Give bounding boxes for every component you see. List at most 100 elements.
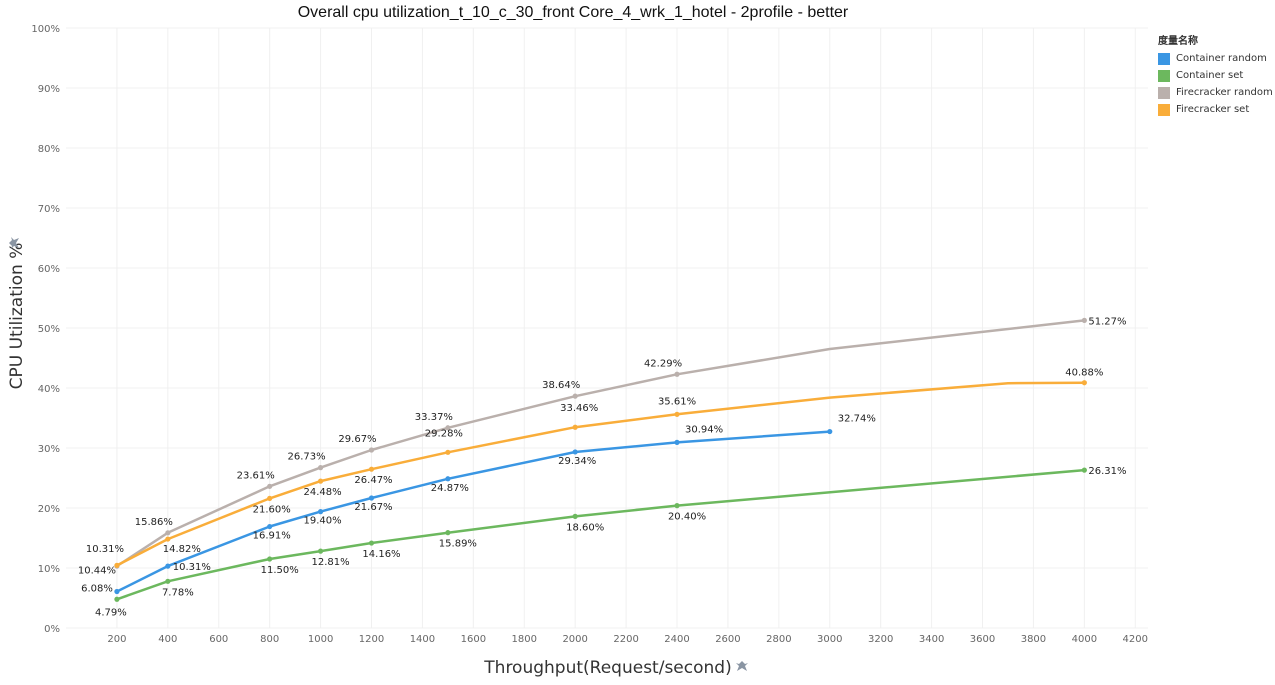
data-label: 21.60% xyxy=(253,504,291,515)
data-point xyxy=(114,596,120,602)
data-point xyxy=(572,449,578,455)
x-tick-label: 1600 xyxy=(461,634,486,645)
y-tick-label: 100% xyxy=(31,24,60,35)
data-label: 24.48% xyxy=(304,487,342,498)
legend-title: 度量名称 xyxy=(1158,36,1198,47)
data-label: 29.34% xyxy=(558,456,596,467)
data-label: 10.31% xyxy=(173,562,211,573)
data-label: 6.08% xyxy=(81,584,113,595)
data-label: 29.67% xyxy=(338,434,376,445)
x-tick-label: 2600 xyxy=(715,634,740,645)
x-tick-label: 2400 xyxy=(664,634,689,645)
data-label: 32.74% xyxy=(838,414,876,425)
data-point xyxy=(317,478,324,484)
x-tick-label: 1400 xyxy=(410,634,435,645)
data-point xyxy=(317,548,324,554)
y-tick-label: 30% xyxy=(38,444,60,455)
axis-ticks: 0% 10% 20% 30% 40% 50% 60% 70% 80% 90% 100% 200 400 6… xyxy=(31,24,1148,645)
data-label: 7.78% xyxy=(162,587,194,598)
legend-label: Container set xyxy=(1176,70,1244,81)
data-label: 4.79% xyxy=(95,607,127,618)
data-label: 10.44% xyxy=(78,565,116,576)
legend-swatch xyxy=(1158,52,1170,65)
data-label: 20.40% xyxy=(668,512,706,523)
data-point xyxy=(445,476,451,482)
x-tick-label: 2200 xyxy=(613,634,638,645)
data-label: 15.89% xyxy=(439,539,477,550)
x-tick-label: 4000 xyxy=(1072,634,1097,645)
data-label: 26.47% xyxy=(354,475,392,486)
y-tick-label: 20% xyxy=(38,504,60,515)
legend-item-firecracker-set[interactable]: Firecracker set xyxy=(1158,101,1273,118)
x-tick-label: 200 xyxy=(107,634,126,645)
x-tick-label: 3400 xyxy=(919,634,944,645)
data-point xyxy=(1081,317,1087,323)
legend-item-firecracker-random[interactable]: Firecracker random xyxy=(1158,84,1273,101)
data-point xyxy=(674,411,680,417)
data-label: 19.40% xyxy=(304,516,342,527)
data-point xyxy=(1081,467,1087,473)
legend-item-container-random[interactable]: Container random xyxy=(1158,50,1273,67)
x-tick-label: 1800 xyxy=(512,634,537,645)
data-point xyxy=(114,562,120,568)
y-tick-label: 60% xyxy=(38,264,60,275)
legend: 度量名称 Container random Container set Fire… xyxy=(1158,32,1273,118)
series-lines xyxy=(114,317,1087,602)
y-tick-label: 90% xyxy=(38,84,60,95)
data-point xyxy=(267,495,273,501)
legend-swatch xyxy=(1158,103,1170,116)
x-tick-label: 2000 xyxy=(562,634,587,645)
data-point xyxy=(368,466,375,472)
legend-label: Firecracker random xyxy=(1176,87,1273,98)
x-tick-label: 800 xyxy=(260,634,279,645)
data-label: 14.16% xyxy=(362,549,400,560)
x-tick-label: 3600 xyxy=(970,634,995,645)
x-tick-label: 1000 xyxy=(308,634,333,645)
legend-label: Container random xyxy=(1176,53,1267,64)
data-label: 15.86% xyxy=(135,517,173,528)
data-label: 51.27% xyxy=(1088,316,1126,327)
data-label: 16.91% xyxy=(253,531,291,542)
x-axis-pin-icon[interactable] xyxy=(736,661,748,671)
x-tick-label: 3800 xyxy=(1021,634,1046,645)
data-label: 30.94% xyxy=(685,424,723,435)
y-tick-label: 80% xyxy=(38,144,60,155)
legend-label: Firecracker set xyxy=(1176,104,1250,115)
data-label: 23.61% xyxy=(237,470,275,481)
data-point xyxy=(368,495,375,501)
legend-item-container-set[interactable]: Container set xyxy=(1158,67,1273,84)
data-label: 35.61% xyxy=(658,396,696,407)
data-point xyxy=(267,523,273,530)
data-point xyxy=(674,503,680,509)
data-point xyxy=(317,509,324,515)
data-label: 24.87% xyxy=(431,483,469,494)
data-point xyxy=(317,465,324,471)
y-tick-label: 50% xyxy=(38,324,60,335)
data-point xyxy=(368,447,375,453)
data-point xyxy=(572,393,578,399)
data-label: 38.64% xyxy=(542,380,580,391)
x-tick-label: 600 xyxy=(209,634,228,645)
data-label: 26.31% xyxy=(1088,466,1126,477)
data-label: 12.81% xyxy=(312,557,350,568)
data-point xyxy=(674,371,680,377)
x-tick-label: 2800 xyxy=(766,634,791,645)
data-point xyxy=(445,530,451,536)
y-axis-title: CPU Utilization % xyxy=(7,243,27,390)
legend-swatch xyxy=(1158,69,1170,82)
data-label: 33.46% xyxy=(560,403,598,414)
x-tick-label: 4200 xyxy=(1123,634,1148,645)
data-label: 40.88% xyxy=(1065,368,1103,379)
data-label: 11.50% xyxy=(261,565,299,576)
data-point xyxy=(165,578,171,584)
x-tick-label: 1200 xyxy=(359,634,384,645)
data-point xyxy=(572,424,578,430)
y-axis-pin-icon[interactable] xyxy=(9,237,19,249)
data-point xyxy=(165,530,171,536)
data-point xyxy=(267,556,273,562)
data-point xyxy=(674,439,680,445)
x-axis-title: Throughput(Request/second) xyxy=(483,658,731,678)
x-tick-label: 3000 xyxy=(817,634,842,645)
data-label: 14.82% xyxy=(163,544,201,555)
